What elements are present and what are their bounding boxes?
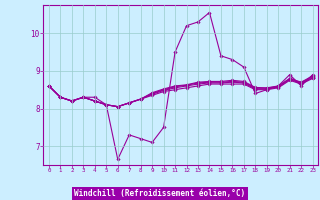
Text: Windchill (Refroidissement éolien,°C): Windchill (Refroidissement éolien,°C)	[75, 189, 245, 198]
